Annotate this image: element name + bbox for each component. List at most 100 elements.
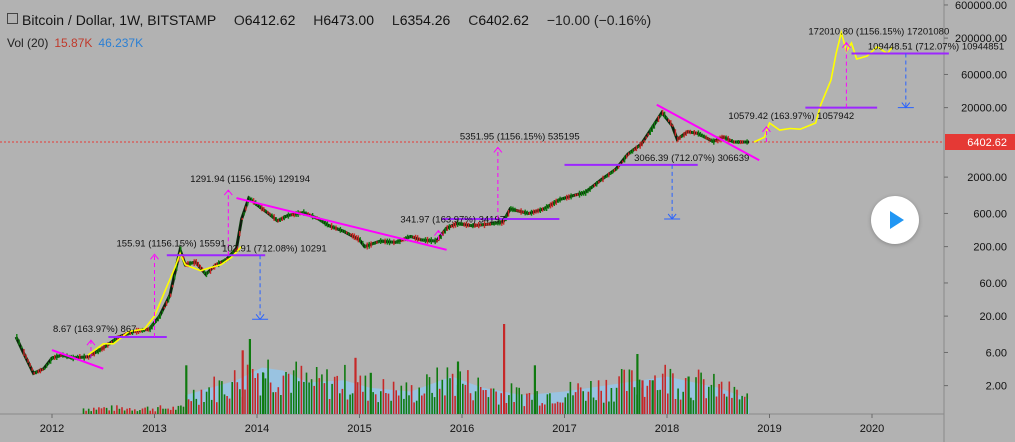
candle	[547, 204, 550, 209]
candle	[149, 326, 151, 333]
candle	[422, 238, 425, 242]
candle	[406, 234, 409, 242]
volume-bar	[723, 393, 725, 414]
measure-arrow	[223, 189, 233, 196]
candle	[459, 221, 461, 226]
candle	[452, 222, 455, 229]
volume-bar	[113, 410, 116, 414]
candle	[211, 267, 214, 270]
candle	[147, 327, 149, 332]
candle	[203, 269, 206, 274]
candle	[739, 140, 742, 145]
candle	[414, 234, 417, 241]
open-value: 6412.62	[244, 12, 296, 28]
volume-bar	[659, 389, 661, 414]
candle	[374, 241, 376, 245]
candle	[20, 346, 23, 349]
volume-bar	[536, 391, 538, 414]
candle	[561, 197, 563, 201]
measure-arrow	[86, 339, 96, 346]
close-value: 6402.62	[478, 12, 529, 28]
volume-bar	[743, 396, 746, 414]
volume-bar	[336, 375, 338, 414]
candle	[93, 350, 95, 357]
volume-bar	[403, 398, 405, 414]
volume-bar	[600, 390, 602, 414]
volume-bar	[172, 406, 174, 414]
volume-bar	[544, 404, 546, 414]
candle	[349, 233, 352, 236]
volume-bar	[479, 387, 482, 414]
volume-bar	[341, 388, 344, 414]
candle	[289, 214, 292, 217]
measure-arrow	[493, 146, 503, 153]
y-tick-label: 200000.00	[955, 33, 1007, 45]
candle	[205, 271, 208, 278]
volume-bar	[408, 395, 410, 414]
volume-bar	[123, 410, 126, 414]
candle	[366, 242, 368, 250]
volume-bar	[236, 382, 239, 414]
measure-label: 102.91 (712.08%) 10291	[222, 243, 327, 254]
price-tag: 6402.62	[967, 137, 1007, 149]
candle	[228, 254, 230, 261]
volume-bar	[469, 393, 472, 414]
symbol-title[interactable]: Bitcoin / Dollar, 1W, BITSTAMP	[22, 12, 216, 28]
projection-line	[753, 29, 894, 143]
candle	[81, 356, 83, 359]
candle	[54, 354, 56, 360]
volume-bar	[264, 378, 267, 414]
candle	[18, 339, 20, 345]
candle	[263, 207, 265, 212]
volume-bar	[646, 385, 649, 414]
candle	[388, 238, 391, 246]
volume-bar	[246, 364, 249, 414]
volume-bar	[674, 399, 677, 414]
x-tick-label: 2016	[450, 423, 474, 435]
candle	[344, 229, 346, 234]
candle	[604, 176, 606, 179]
candle	[220, 261, 222, 264]
candle	[608, 172, 610, 178]
candle	[293, 211, 295, 218]
volume-bar	[144, 407, 146, 414]
volume-bar	[546, 394, 549, 414]
volume-bar	[667, 393, 669, 414]
candle	[353, 233, 356, 240]
candle	[489, 222, 491, 226]
x-tick-label: 2018	[655, 423, 679, 435]
candle	[271, 213, 273, 219]
candle	[83, 353, 85, 361]
play-button[interactable]	[871, 196, 919, 244]
candle	[602, 175, 604, 183]
volume-bar	[467, 370, 469, 414]
volume-bar	[713, 373, 715, 414]
candle	[97, 348, 99, 355]
volume-bar	[631, 370, 633, 414]
trendline	[51, 349, 104, 370]
volume-bar	[392, 381, 395, 414]
candle	[384, 238, 386, 245]
volume-bar	[602, 402, 605, 414]
volume-bar	[679, 399, 682, 414]
volume-bar	[290, 392, 292, 414]
candle	[167, 296, 170, 303]
volume-bar	[315, 367, 318, 414]
volume-label[interactable]: Vol (20)	[7, 36, 49, 50]
volume-bar	[482, 390, 485, 414]
candle	[559, 196, 561, 203]
candle	[512, 206, 514, 213]
candle	[715, 139, 717, 142]
candle	[507, 209, 510, 217]
volume-bar	[116, 405, 118, 414]
low-label: L	[391, 12, 400, 28]
candle	[628, 152, 630, 156]
candle	[259, 203, 261, 209]
candle	[291, 213, 293, 217]
collapse-icon[interactable]	[7, 13, 18, 24]
candle	[159, 313, 161, 319]
volume-bar	[585, 400, 587, 414]
candle	[41, 368, 44, 371]
